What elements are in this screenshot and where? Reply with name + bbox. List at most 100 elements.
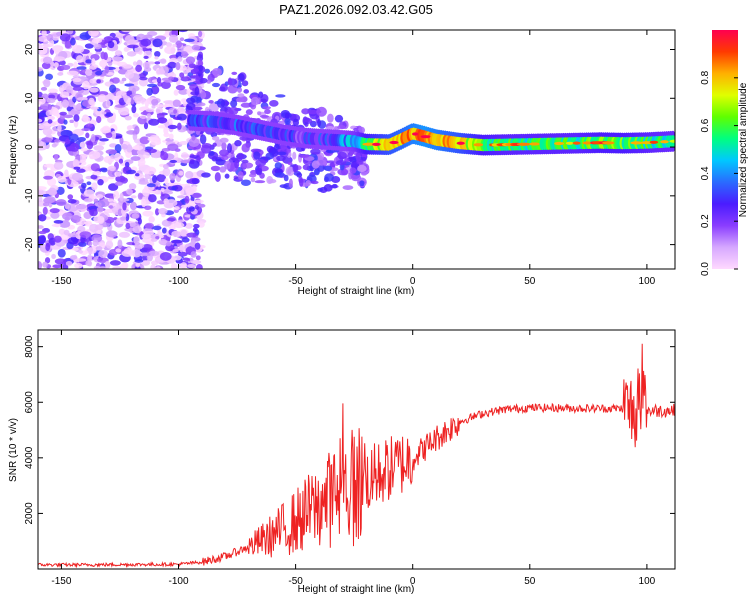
spectrogram-cell <box>118 80 125 84</box>
x-tick-label: -50 <box>288 576 303 587</box>
spectrogram-cell <box>54 56 66 62</box>
spectrogram-cell <box>344 158 350 163</box>
spectrogram-cell <box>63 119 68 125</box>
spectrogram-cell <box>52 108 59 117</box>
spectrogram-cell <box>169 173 176 181</box>
spectrogram-cell <box>198 64 204 72</box>
spectrogram-cell <box>188 137 200 147</box>
spectrogram-cell <box>180 51 189 59</box>
colorbar: 0.0 0.2 0.4 0.6 0.8 Normalized spectral ampl… <box>700 30 749 276</box>
spectrogram-cell <box>132 225 142 234</box>
spectrogram-cell <box>227 84 238 94</box>
spectrogram-cell <box>357 164 367 173</box>
spectrogram-cell <box>144 205 152 210</box>
spectrogram-cell <box>154 56 159 60</box>
spectrogram-cell <box>45 73 54 81</box>
spectrogram-cell <box>152 225 162 231</box>
spectrogram-cell <box>236 97 244 103</box>
spectrogram-cell <box>76 55 84 63</box>
spectrogram-cell <box>65 261 73 266</box>
spectrogram-cell <box>111 56 123 62</box>
spectrogram-cell <box>292 118 299 127</box>
spectrogram-cell <box>95 70 103 76</box>
x-tick-label: 0 <box>410 576 416 587</box>
spectrogram-cell <box>104 260 111 269</box>
spectrogram-cell <box>276 155 286 162</box>
spectrogram-cell <box>310 180 319 185</box>
colorbar-tick-label: 0.4 <box>700 166 711 180</box>
spectrogram-cell <box>105 240 114 249</box>
spectrogram-cell <box>114 181 123 186</box>
spectrogram-cell <box>640 141 653 145</box>
spectrogram-cell <box>63 229 70 236</box>
spectrogram-cell <box>212 142 217 147</box>
spectrogram-cell <box>148 215 155 223</box>
spectrogram-cell <box>47 187 57 197</box>
spectrogram-cell <box>177 251 188 257</box>
spectrogram-cell <box>196 54 204 63</box>
spectrogram-cell <box>179 72 185 78</box>
spectrogram-cell <box>114 171 122 177</box>
spectrogram-cell <box>118 231 131 238</box>
spectrogram-cell <box>69 119 75 124</box>
spectrogram-cell <box>129 222 137 228</box>
spectrogram-cell <box>45 242 51 252</box>
spectrogram-cell <box>38 214 47 222</box>
spectrogram-cell <box>292 163 299 173</box>
spectrogram-cell <box>324 173 334 182</box>
spectrogram-cell <box>91 38 103 44</box>
spectrogram-cell <box>335 160 347 166</box>
spectrogram-cell <box>70 37 76 46</box>
y-tick-label: 4000 <box>24 446 35 469</box>
spectrogram-cell <box>186 232 198 238</box>
spectrogram-cell <box>84 43 94 49</box>
spectrogram-cell <box>190 251 197 258</box>
spectrogram-cell <box>193 223 200 229</box>
spectrogram-cell <box>179 37 185 42</box>
y-tick-label: 0 <box>24 144 35 150</box>
snr-x-axis-label: Height of straight line (km) <box>298 584 415 595</box>
spectrogram-cell <box>180 76 191 82</box>
spectrogram-cell <box>173 109 178 114</box>
spectrogram-cell <box>179 244 184 253</box>
spectrogram-cell <box>108 183 119 191</box>
spectrogram-cell <box>307 109 318 115</box>
spectrogram-cell <box>52 264 62 269</box>
spectrogram-cell <box>190 239 197 248</box>
spectrogram-cell <box>248 173 257 178</box>
spectrogram-cell <box>38 44 43 49</box>
spectrogram-cell <box>72 86 83 91</box>
snr-y-axis-label: SNR (10 * v/v) <box>8 418 19 482</box>
spectrogram-cell <box>81 116 91 123</box>
spectrogram-cell <box>128 183 137 190</box>
spectrogram-cell <box>304 121 309 127</box>
spectrogram-cell <box>240 102 252 108</box>
colorbar-tick-label: 0.8 <box>700 70 711 84</box>
spectrogram-cell <box>176 113 187 121</box>
spectrogram-cell <box>89 64 97 70</box>
spectrogram-cell <box>156 174 167 183</box>
spectrogram-cell <box>125 222 131 230</box>
spectrogram-cell <box>358 126 365 134</box>
spectrogram-cell <box>133 113 139 118</box>
spectrogram-cell <box>259 114 269 118</box>
spectrogram-cell <box>91 182 98 191</box>
spectrogram-cell <box>48 88 58 94</box>
spectrogram-cell <box>71 215 81 223</box>
spectrogram-cell <box>163 126 169 135</box>
spectrogram-cell <box>210 165 221 172</box>
spectrogram-cell <box>175 40 183 49</box>
spectrogram-cell <box>158 207 168 215</box>
spectrogram-cell <box>63 114 74 119</box>
spectrogram-cell <box>57 124 62 132</box>
spectrogram-cell <box>389 140 399 145</box>
spectrogram-cell <box>46 115 56 121</box>
spectrogram-cell <box>669 139 675 143</box>
spectrogram-cell <box>85 59 93 64</box>
y-tick-label: -20 <box>24 237 35 252</box>
spectrogram-cell <box>274 168 282 174</box>
spectrogram-cell <box>553 141 565 146</box>
spectrogram-cell <box>100 126 112 134</box>
spectrogram-cell <box>190 259 202 265</box>
